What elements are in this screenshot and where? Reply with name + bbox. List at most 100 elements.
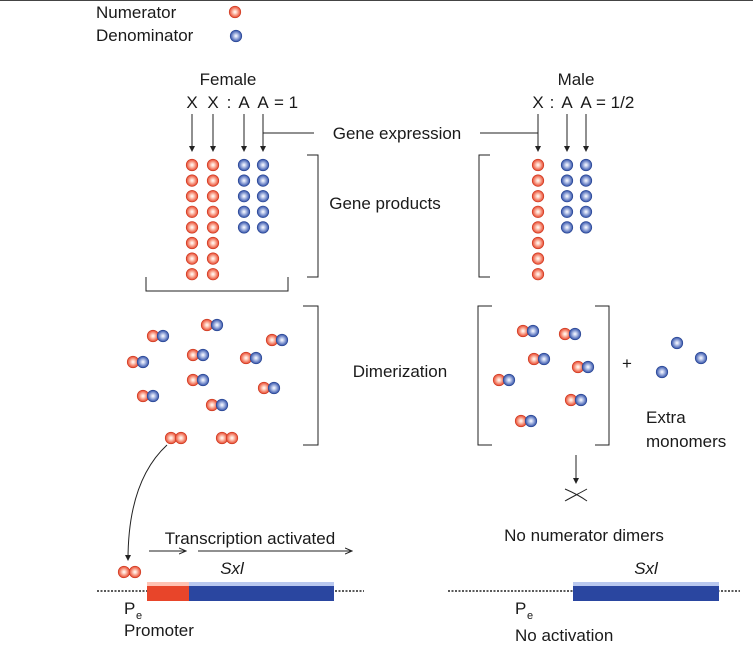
numerator-molecule bbox=[185, 221, 199, 234]
numerator-molecule bbox=[185, 252, 199, 265]
numerator-molecule bbox=[206, 268, 220, 281]
female-promoter-highlight bbox=[147, 582, 189, 586]
numerator-molecule bbox=[206, 174, 220, 187]
female-products-bracket bbox=[307, 154, 319, 278]
denominator-molecule bbox=[560, 158, 574, 172]
male-header: Male X : A A = 1/2 bbox=[532, 70, 634, 112]
bound-numerator-dimer bbox=[117, 565, 142, 579]
male-gene: Sxl P e No activation bbox=[448, 559, 740, 645]
female-promoter-region bbox=[147, 582, 189, 601]
dimer bbox=[257, 381, 281, 395]
block-cross-a bbox=[564, 488, 588, 502]
dimers bbox=[126, 318, 708, 445]
male-promoter-p: P bbox=[515, 599, 526, 618]
denominator-molecule bbox=[526, 324, 540, 338]
dimer bbox=[136, 389, 160, 403]
male-sxl-gene-highlight bbox=[573, 582, 719, 586]
denominator-molecule bbox=[136, 355, 150, 369]
denominator-molecule bbox=[560, 174, 574, 187]
denominator-molecule bbox=[210, 318, 224, 332]
denominator-molecule bbox=[237, 174, 251, 187]
extra-monomers-label-line2: monomers bbox=[646, 432, 726, 451]
female-ratio-a1: A bbox=[238, 93, 250, 112]
female-ratio-colon: : bbox=[227, 93, 232, 112]
no-activation-label: No activation bbox=[515, 626, 613, 645]
binding-arrow bbox=[125, 444, 168, 561]
denominator-molecule bbox=[560, 221, 574, 234]
extra-denominator-monomer bbox=[694, 351, 708, 365]
male-ratio-colon: : bbox=[550, 93, 555, 112]
legend-numerator-marker bbox=[228, 5, 242, 19]
dimer bbox=[527, 352, 551, 366]
female-gene-name: Sxl bbox=[220, 559, 245, 578]
dimer bbox=[265, 333, 289, 347]
denominator-molecule bbox=[579, 221, 593, 234]
denominator-molecule bbox=[579, 205, 593, 218]
dimer bbox=[571, 360, 595, 374]
numerator-molecule bbox=[206, 158, 220, 172]
denominator-molecule bbox=[568, 327, 582, 341]
denominator-molecule bbox=[196, 348, 210, 362]
female-pool-bracket bbox=[145, 277, 289, 292]
dimer bbox=[514, 414, 538, 428]
numerator-molecule bbox=[531, 221, 545, 234]
female-ratio-value: = 1 bbox=[274, 93, 298, 112]
male-ratio-x1: X bbox=[532, 93, 543, 112]
denominator-molecule bbox=[237, 221, 251, 234]
numerator-molecule bbox=[117, 565, 131, 579]
male-sxl-gene-bar bbox=[573, 582, 719, 601]
extra-denominator-monomer bbox=[655, 365, 669, 379]
denominator-molecule bbox=[581, 360, 595, 374]
denominator-molecule bbox=[237, 158, 251, 172]
gene-products-label: Gene products bbox=[329, 194, 441, 213]
numerator-molecule bbox=[206, 221, 220, 234]
legend-denominator-marker bbox=[229, 29, 243, 43]
female-ratio-x1: X bbox=[186, 93, 197, 112]
numerator-molecule bbox=[531, 205, 545, 218]
denominator-molecule bbox=[156, 329, 170, 343]
denominator-molecule bbox=[524, 414, 538, 428]
gene-expression-arrows bbox=[189, 114, 589, 152]
numerator-molecule bbox=[531, 158, 545, 172]
numerator-molecule bbox=[531, 174, 545, 187]
female-ratio-a2: A bbox=[257, 93, 269, 112]
numerator-molecule bbox=[225, 431, 239, 445]
female-promoter-subscript: e bbox=[136, 610, 142, 622]
numerator-molecule bbox=[206, 205, 220, 218]
male-ratio-value: = 1/2 bbox=[596, 93, 634, 112]
denominator-molecule bbox=[237, 190, 251, 203]
denominator-molecule bbox=[256, 221, 270, 234]
numerator-molecule bbox=[185, 205, 199, 218]
denominator-molecule bbox=[579, 190, 593, 203]
numerator-molecule bbox=[185, 268, 199, 281]
denominator-molecule bbox=[256, 158, 270, 172]
dimer bbox=[215, 431, 239, 445]
numerator-molecule bbox=[185, 190, 199, 203]
denominator-molecule bbox=[237, 205, 251, 218]
denominator-molecule bbox=[537, 352, 551, 366]
denominator-molecule bbox=[579, 158, 593, 172]
numerator-molecule bbox=[531, 252, 545, 265]
female-promoter-p: P bbox=[124, 599, 135, 618]
denominator-molecule bbox=[574, 393, 588, 407]
female-dimer-bracket bbox=[303, 305, 319, 446]
denominator-molecule bbox=[256, 190, 270, 203]
dimer bbox=[186, 373, 210, 387]
dimer bbox=[558, 327, 582, 341]
numerator-molecule bbox=[185, 174, 199, 187]
numerator-molecule bbox=[228, 5, 242, 19]
denominator-molecule bbox=[579, 174, 593, 187]
numerator-molecule bbox=[531, 236, 545, 250]
numerator-molecule bbox=[128, 565, 142, 579]
female-sxl-gene-bar bbox=[189, 582, 334, 601]
plus-sign: + bbox=[622, 354, 632, 373]
male-title: Male bbox=[558, 70, 595, 89]
dimer bbox=[186, 348, 210, 362]
dimer bbox=[205, 398, 229, 412]
numerator-molecule bbox=[185, 158, 199, 172]
dimerization-label: Dimerization bbox=[353, 362, 447, 381]
transcription-activated-label: Transcription activated bbox=[165, 529, 335, 548]
dimer bbox=[126, 355, 150, 369]
male-promoter-subscript: e bbox=[527, 610, 533, 622]
denominator-molecule bbox=[249, 351, 263, 365]
